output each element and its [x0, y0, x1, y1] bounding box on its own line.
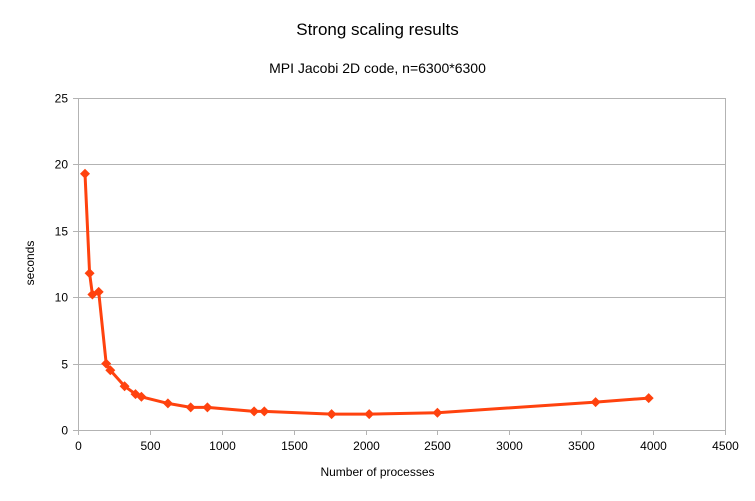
data-point-marker	[84, 268, 95, 279]
axes	[73, 98, 726, 435]
data-point-marker	[326, 409, 337, 420]
x-tick-labels: 0 500 1000 1500 2000 2500 3000 3500 4000 4500	[75, 439, 739, 453]
y-tick-label: 0	[61, 424, 68, 438]
data-point-marker	[185, 402, 196, 413]
data-point-marker	[643, 393, 654, 404]
data-point-marker	[80, 168, 90, 179]
x-tick-label: 4000	[640, 439, 667, 453]
x-tick-label: 3500	[568, 439, 595, 453]
x-tick-label: 0	[75, 439, 82, 453]
chart-subtitle: MPI Jacobi 2D code, n=6300*6300	[269, 60, 486, 76]
data-point-marker	[162, 398, 173, 409]
data-point-marker	[93, 286, 104, 297]
data-point-marker	[590, 397, 601, 408]
grid-lines	[78, 98, 725, 431]
data-point-marker	[136, 391, 147, 402]
data-point-marker	[202, 402, 213, 413]
x-axis-label: Number of processes	[320, 465, 435, 479]
data-point-marker	[364, 409, 375, 420]
x-tick-label: 2000	[353, 439, 380, 453]
y-tick-label: 20	[55, 158, 69, 172]
x-tick-label: 500	[140, 439, 160, 453]
data-point-marker	[259, 406, 270, 417]
data-point-marker	[119, 381, 130, 392]
data-point-marker	[249, 406, 260, 417]
data-point-marker	[105, 365, 116, 376]
data-point-marker	[101, 358, 112, 369]
x-tick-label: 2500	[424, 439, 451, 453]
y-tick-label: 25	[55, 92, 69, 106]
x-tick-label: 1000	[209, 439, 236, 453]
series-line	[83, 173, 649, 416]
y-tick-label: 10	[55, 291, 69, 305]
x-tick-label: 4500	[712, 439, 739, 453]
chart-title: Strong scaling results	[296, 20, 459, 39]
x-tick-label: 1500	[281, 439, 308, 453]
data-point-marker	[432, 407, 443, 418]
series-group	[80, 168, 654, 420]
x-tick-label: 3000	[496, 439, 523, 453]
y-tick-label: 5	[61, 358, 68, 372]
y-tick-labels: 0 5 10 15 20 25	[55, 92, 69, 438]
y-tick-label: 15	[55, 225, 69, 239]
